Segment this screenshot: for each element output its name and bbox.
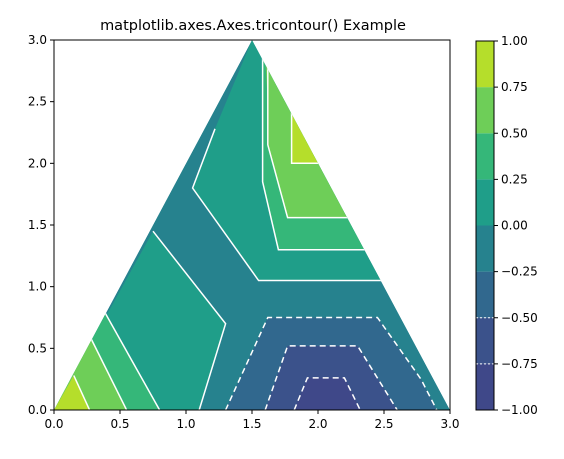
plot-area: 0.0 0.5 1.0 1.5 2.0 2.5 3.0 0.0 0.5 1.0 1.5 2.0 2.5 3… [28, 33, 460, 431]
fill-region-4 [54, 375, 90, 410]
x-tick-label: 3.0 [440, 417, 459, 431]
colorbar-tick-label: 1.00 [501, 34, 528, 48]
chart-title: matplotlib.axes.Axes.tricontour() Exampl… [100, 18, 406, 34]
fill-region-8 [291, 107, 332, 164]
x-tick-label: 2.5 [374, 417, 393, 431]
fill-region-11 [294, 377, 361, 410]
y-tick-label: 3.0 [28, 33, 47, 47]
colorbar-tick-label: −0.50 [501, 311, 538, 325]
contour-line-3 [90, 338, 128, 410]
contour-line-2 [103, 310, 161, 410]
colorbar-band [476, 179, 494, 226]
contour-line-negative-3 [293, 377, 361, 410]
x-tick-label: 1.5 [242, 417, 261, 431]
colorbar-tick-label: 0.25 [501, 172, 528, 186]
y-tick-label: 0.5 [28, 341, 47, 355]
colorbar-band [476, 317, 494, 364]
colorbar-band [476, 271, 494, 318]
y-tick-label: 1.0 [28, 280, 47, 294]
colorbar-tick-label: 0.75 [501, 80, 528, 94]
colorbar: −1.00 −0.75 −0.50 −0.25 0.00 0.25 0.50 0.75 1.00 [475, 34, 538, 417]
x-tick-label: 0.5 [110, 417, 129, 431]
contour-line-5 [191, 128, 431, 282]
y-tick-label: 2.5 [28, 95, 47, 109]
x-tick-label: 1.0 [176, 417, 195, 431]
y-tick-label: 2.0 [28, 156, 47, 170]
colorbar-tick-label: −0.25 [501, 265, 538, 279]
colorbar-tick-label: 0.50 [501, 126, 528, 140]
y-tick-label: 0.0 [28, 403, 47, 417]
x-tick-label: 2.0 [308, 417, 327, 431]
colorbar-band [476, 225, 494, 272]
colorbar-band [476, 41, 494, 88]
contour-line-4 [73, 375, 91, 410]
contour-line-1 [152, 230, 227, 410]
colorbar-band [476, 363, 494, 410]
contour-line-7 [267, 58, 355, 219]
y-tick-label: 1.5 [28, 218, 47, 232]
colorbar-tick-label: 0.00 [501, 219, 528, 233]
filled-contours [54, 40, 450, 410]
contour-line-negative-2 [264, 345, 398, 410]
colorbar-tick-label: −1.00 [501, 403, 538, 417]
colorbar-band [476, 87, 494, 134]
contour-line-negative-1 [224, 316, 438, 410]
x-tick-label: 0.0 [44, 417, 63, 431]
contour-line-6 [261, 40, 371, 251]
contour-lines [73, 40, 438, 410]
colorbar-band [476, 133, 494, 180]
colorbar-tick-label: −0.75 [501, 357, 538, 371]
